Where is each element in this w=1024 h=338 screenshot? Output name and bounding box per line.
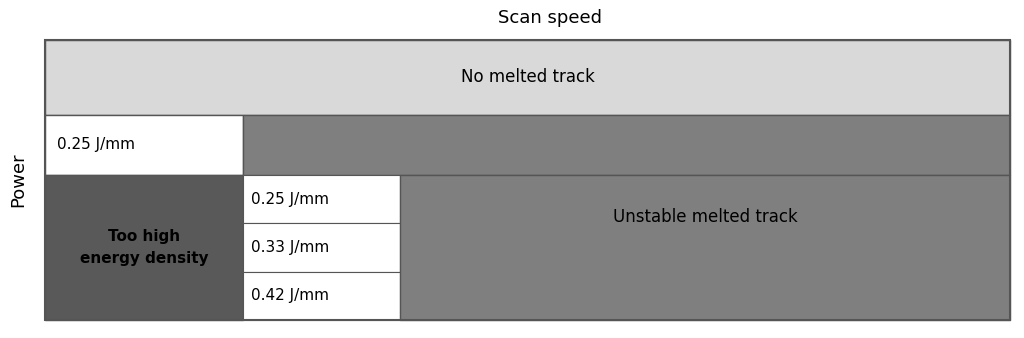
Bar	[243, 175, 400, 223]
Bar	[45, 115, 243, 175]
Text: 0.42 J/mm: 0.42 J/mm	[251, 288, 329, 303]
Text: 0.33 J/mm: 0.33 J/mm	[251, 240, 330, 255]
Bar	[45, 175, 243, 320]
Bar	[400, 175, 1010, 320]
Bar	[243, 223, 400, 272]
Text: Scan speed: Scan speed	[498, 9, 602, 27]
Text: Too high
energy density: Too high energy density	[80, 230, 208, 266]
Bar	[243, 115, 1010, 175]
Text: No melted track: No melted track	[461, 69, 595, 87]
Bar	[45, 40, 1010, 320]
Text: 0.25 J/mm: 0.25 J/mm	[251, 192, 329, 207]
Text: Power: Power	[9, 153, 27, 207]
Bar	[243, 272, 400, 320]
Text: Unstable melted track: Unstable melted track	[612, 209, 798, 226]
Bar	[45, 40, 1010, 115]
Text: 0.25 J/mm: 0.25 J/mm	[57, 138, 135, 152]
